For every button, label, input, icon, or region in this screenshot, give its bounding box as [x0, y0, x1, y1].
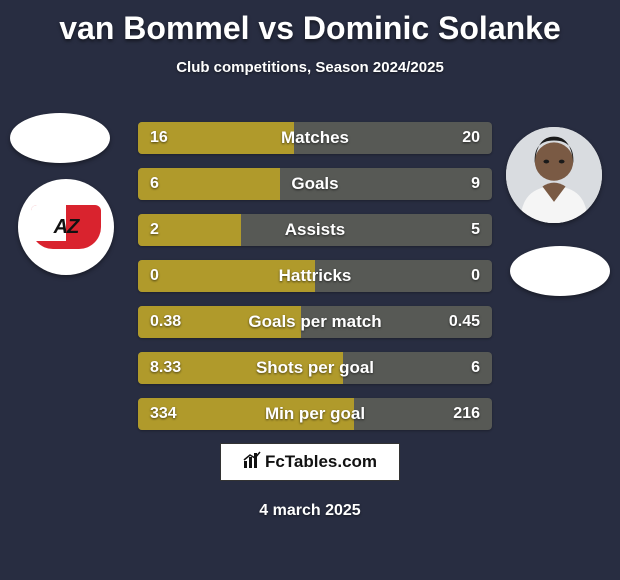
stat-row: 00Hattricks	[138, 260, 492, 292]
stat-label: Matches	[138, 122, 492, 154]
stats-container: 1620Matches 69Goals 25Assists 00Hattricks 0.…	[138, 122, 492, 444]
club-right-badge-placeholder	[510, 246, 610, 296]
footer-site-badge: FcTables.com	[220, 443, 400, 481]
page-title: van Bommel vs Dominic Solanke	[0, 0, 620, 47]
stat-row: 0.380.45Goals per match	[138, 306, 492, 338]
person-icon	[506, 127, 602, 223]
stat-row: 8.336Shots per goal	[138, 352, 492, 384]
player-right-photo	[506, 127, 602, 223]
stat-label: Assists	[138, 214, 492, 246]
az-logo: AZ	[31, 205, 101, 249]
club-left-badge: AZ	[18, 179, 114, 275]
stat-label: Shots per goal	[138, 352, 492, 384]
stat-row: 25Assists	[138, 214, 492, 246]
stat-row: 69Goals	[138, 168, 492, 200]
player-left-avatar-placeholder	[10, 113, 110, 163]
chart-icon	[243, 451, 261, 474]
subtitle: Club competitions, Season 2024/2025	[0, 59, 620, 76]
az-logo-text: AZ	[54, 216, 79, 239]
stat-row: 334216Min per goal	[138, 398, 492, 430]
stat-label: Goals per match	[138, 306, 492, 338]
footer-site-text: FcTables.com	[265, 452, 377, 472]
stat-row: 1620Matches	[138, 122, 492, 154]
stat-label: Goals	[138, 168, 492, 200]
stat-label: Hattricks	[138, 260, 492, 292]
date-text: 4 march 2025	[0, 502, 620, 520]
stat-label: Min per goal	[138, 398, 492, 430]
